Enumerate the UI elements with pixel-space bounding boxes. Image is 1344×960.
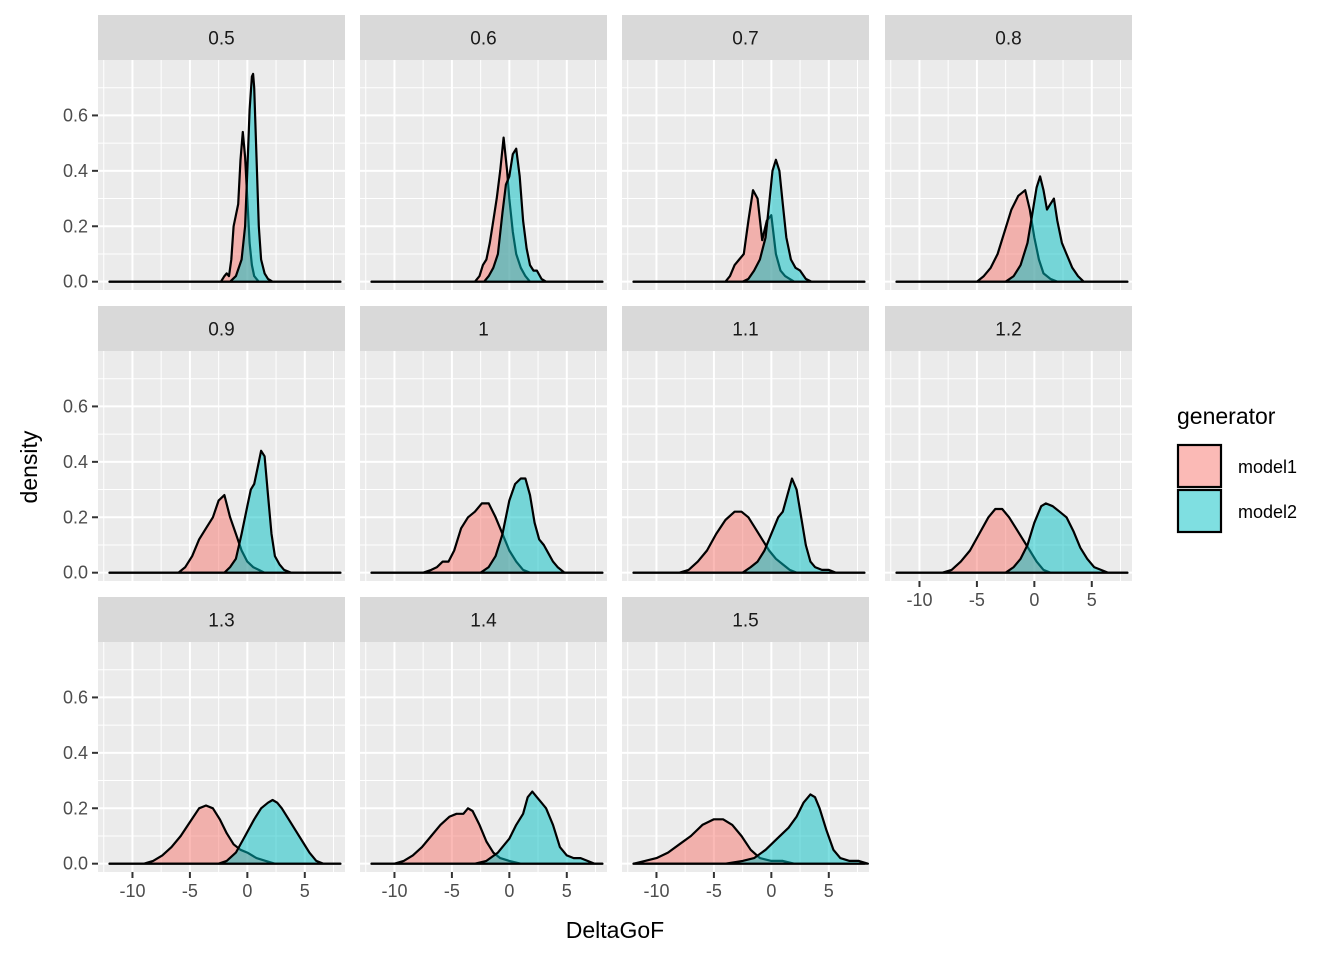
facet-strip [98, 597, 345, 642]
density-area-model2 [370, 790, 604, 865]
facet-panel-1: 1 [360, 306, 607, 581]
facet-strip [98, 306, 345, 351]
y-tick-label: 0.2 [63, 507, 88, 527]
panel-background [360, 60, 607, 290]
density-area-model2 [632, 793, 869, 865]
facet-panel-1.2: 1.2 [885, 306, 1132, 581]
y-tick-label: 0.4 [63, 161, 88, 181]
x-tick-label: -5 [182, 881, 198, 901]
y-axes: 0.0 0.2 0.4 0.6 0.0 0.2 0.4 0.6 0.0 0.2 0.4 0.6 [63, 105, 98, 874]
facet-panel-0.9: 0.9 [98, 306, 345, 581]
x-axis-title: DeltaGoF [566, 917, 664, 943]
facet-strip [360, 597, 607, 642]
y-tick-label: 0.0 [63, 563, 88, 583]
facet-panel-1.1: 1.1 [622, 306, 869, 581]
x-tick-label: 5 [824, 881, 834, 901]
x-tick-label: 5 [1087, 590, 1097, 610]
facet-panel-0.5: 0.5 [98, 15, 345, 290]
facet-strip [622, 15, 869, 60]
facet-panel-1.5: 1.5 [622, 597, 869, 872]
legend-title: generator [1177, 403, 1276, 429]
x-tick-label: -10 [906, 590, 932, 610]
facet-panel-0.7: 0.7 [622, 15, 869, 290]
density-area-model2 [108, 798, 342, 865]
facet-strip [885, 15, 1132, 60]
facet-strip-label: 0.6 [470, 29, 496, 50]
facet-strip-label: 1.4 [470, 611, 497, 632]
y-tick-label: 0.0 [63, 854, 88, 874]
facet-panel-1.3: 1.3 [98, 597, 345, 872]
y-tick-label: 0.4 [63, 743, 88, 763]
density-area-model2 [895, 502, 1129, 574]
facet-strip-label: 1.3 [208, 611, 234, 632]
x-tick-label: 5 [562, 881, 572, 901]
legend: generator model1 model2 [1176, 403, 1297, 534]
density-area-model2 [108, 449, 342, 574]
density-area-model2 [895, 175, 1129, 283]
legend-key-model1 [1176, 443, 1223, 489]
y-tick-label: 0.6 [63, 687, 88, 707]
legend-label-model2: model2 [1238, 502, 1297, 522]
facet-panel-1.4: 1.4 [360, 597, 607, 872]
facet-strip-label: 0.8 [995, 29, 1021, 50]
panel-background [98, 60, 345, 290]
y-axis-title: density [16, 430, 42, 503]
density-area-model2 [632, 158, 866, 283]
facet-panels: 0.5 0.6 0.7 0.8 0.9 1 1.1 1.2 1.3 1.4 1.5 [98, 15, 1132, 872]
x-tick-label: 0 [766, 881, 776, 901]
x-tick-label: -10 [643, 881, 669, 901]
legend-key-model2 [1176, 488, 1223, 534]
y-tick-label: 0.0 [63, 272, 88, 292]
y-tick-label: 0.6 [63, 396, 88, 416]
y-tick-label: 0.2 [63, 216, 88, 236]
x-tick-label: 0 [504, 881, 514, 901]
facet-strip [622, 597, 869, 642]
y-tick-label: 0.2 [63, 798, 88, 818]
x-tick-label: 0 [242, 881, 252, 901]
facet-strip-label: 1 [478, 320, 489, 341]
facet-strip-label: 0.9 [208, 320, 234, 341]
y-tick-label: 0.4 [63, 452, 88, 472]
x-tick-label: 5 [300, 881, 310, 901]
x-axes: -10 -5 0 5 -10 -5 0 5 -10 -5 0 5 -10 -5 0 5 [119, 581, 1097, 901]
x-tick-label: -5 [706, 881, 722, 901]
density-area-model2 [370, 477, 604, 574]
legend-label-model1: model1 [1238, 457, 1297, 477]
facet-strip [622, 306, 869, 351]
x-tick-label: -5 [444, 881, 460, 901]
x-tick-label: -10 [381, 881, 407, 901]
density-area-model2 [108, 72, 342, 283]
facet-strip [98, 15, 345, 60]
facet-strip-label: 1.1 [732, 320, 758, 341]
y-tick-label: 0.6 [63, 105, 88, 125]
facet-strip-label: 1.5 [732, 611, 758, 632]
facet-strip-label: 1.2 [995, 320, 1021, 341]
facet-panel-0.6: 0.6 [360, 15, 607, 290]
density-area-model2 [370, 147, 604, 283]
x-tick-label: -10 [119, 881, 145, 901]
facet-panel-0.8: 0.8 [885, 15, 1132, 290]
facet-strip [360, 15, 607, 60]
x-tick-label: -5 [969, 590, 985, 610]
density-area-model2 [632, 477, 866, 574]
facet-strip-label: 0.5 [208, 29, 234, 50]
facet-strip [360, 306, 607, 351]
panel-background [622, 642, 869, 872]
x-tick-label: 0 [1029, 590, 1039, 610]
facet-strip-label: 0.7 [732, 29, 758, 50]
facet-strip [885, 306, 1132, 351]
